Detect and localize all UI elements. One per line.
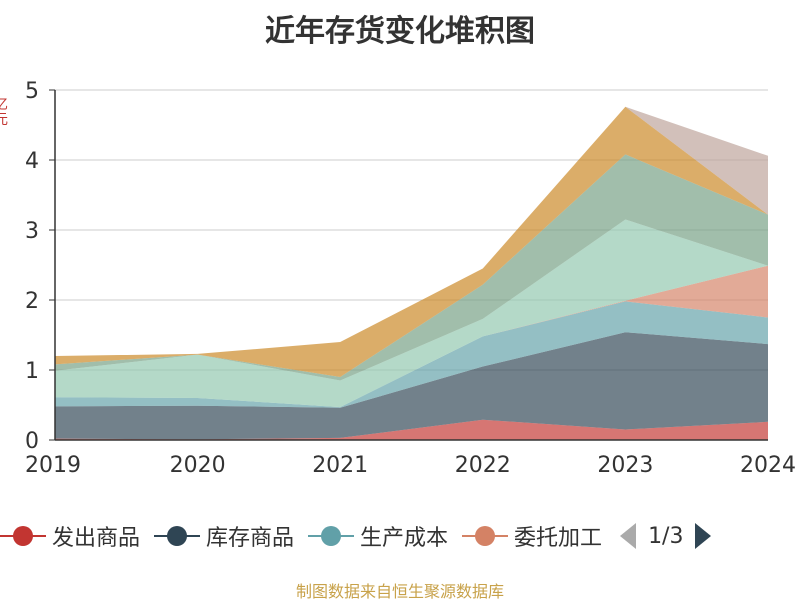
legend-label: 发出商品 [52,526,141,551]
legend-line-circle-icon [462,526,509,546]
area-series-7 [55,106,768,356]
x-tick-label: 2019 [25,453,81,478]
pager-next-icon[interactable] [695,523,712,549]
x-tick-label: 2023 [597,453,653,478]
x-tick-label: 2022 [455,453,511,478]
chart-title: 近年存货变化堆积图 [265,14,535,49]
legend-label: 委托加工 [514,526,603,551]
y-tick-label: 0 [25,429,39,454]
source-note: 制图数据来自恒生聚源数据库 [295,582,504,601]
legend-label: 生产成本 [360,526,449,551]
y-tick-label: 5 [25,79,39,104]
axes: 0 1 2 3 4 5 2019 2020 2021 2022 2023 2024 [25,79,796,478]
area-series [55,106,768,440]
pager-indicator: 1/3 [648,523,684,549]
legend-line-circle-icon [308,526,355,546]
area-series-0 [55,419,768,440]
legend-item-weituo[interactable]: 委托加工 [462,520,602,552]
legend-pager: 1/3 [620,523,712,549]
area-series-5 [55,154,768,381]
area-series-4 [55,219,768,408]
legend-label: 库存商品 [206,526,295,551]
y-tick-label: 4 [25,149,39,174]
legend-item-kucun[interactable]: 库存商品 [154,520,294,552]
y-axis-label: 亿元 [0,98,8,128]
legend-item-fachu[interactable]: 发出商品 [0,520,140,552]
x-tick-label: 2024 [740,453,796,478]
x-tick-label: 2021 [312,453,368,478]
area-series-1 [55,332,768,440]
legend-item-shengchan[interactable]: 生产成本 [308,520,448,552]
y-tick-label: 3 [25,219,39,244]
x-tick-label: 2020 [170,453,226,478]
y-tick-label: 2 [25,289,39,314]
area-series-6 [55,106,768,378]
legend-line-circle-icon [0,526,46,546]
pager-prev-icon[interactable] [620,523,637,549]
y-tick-label: 1 [25,359,39,384]
area-series-2 [55,301,768,408]
legend-line-circle-icon [154,526,201,546]
legend: 发出商品 库存商品 生产成本 委托加工 1/3 [0,516,712,556]
